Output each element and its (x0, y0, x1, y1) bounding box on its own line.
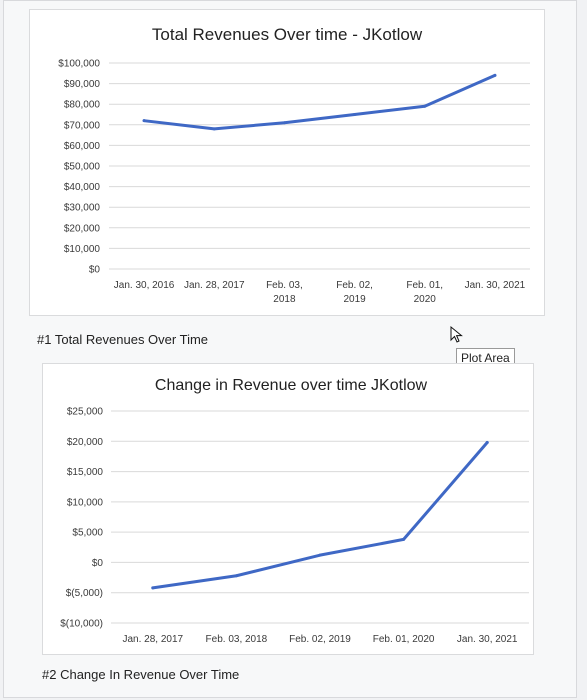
chart1-data-point (353, 113, 357, 116)
chart1-y-tick-label: $50,000 (64, 162, 101, 173)
chart-total-revenues[interactable]: Total Revenues Over time - JKotlow $0 $10,… (29, 9, 545, 316)
chart1-data-point (493, 73, 497, 77)
chart-change-in-revenue-svg: Change in Revenue over time JKotlow $(10,… (60, 377, 529, 645)
chart1-y-tick-label: $30,000 (64, 203, 101, 214)
chart2-caption: #2 Change In Revenue Over Time (42, 667, 240, 682)
chart2-data-point (318, 553, 322, 557)
chart2-y-tick-label: $0 (92, 558, 104, 569)
chart1-x-tick-label: 2018 (273, 294, 296, 305)
chart2-y-tick-label: $5,000 (72, 528, 103, 539)
chart1-x-tick-label: 2019 (343, 294, 366, 305)
chart-total-revenues-svg: Total Revenues Over time - JKotlow $0 $10,… (58, 25, 530, 305)
chart1-y-tick-label: $90,000 (64, 79, 101, 90)
chart2-y-tick-label: $20,000 (67, 437, 104, 448)
chart2-x-tick-label: Feb. 02, 2019 (289, 634, 351, 645)
chart1-y-tick-label: $60,000 (64, 141, 101, 152)
chart2-title: Change in Revenue over time JKotlow (155, 377, 428, 394)
chart1-title: Total Revenues Over time - JKotlow (152, 25, 423, 44)
chart1-data-point (282, 121, 286, 125)
document-page: Total Revenues Over time - JKotlow $0 $10,… (3, 0, 577, 698)
chart2-data-point (402, 537, 406, 541)
chart1-x-tick-label: Feb. 03, (266, 280, 303, 291)
chart-change-in-revenue[interactable]: Change in Revenue over time JKotlow $(10,… (42, 363, 534, 655)
chart2-data-point (234, 574, 238, 578)
chart1-data-point (142, 119, 146, 123)
chart1-x-tick-label: Jan. 30, 2016 (114, 280, 175, 291)
chart2-data-point (151, 586, 155, 590)
chart2-x-tick-label: Jan. 30, 2021 (457, 634, 518, 645)
chart1-data-point (212, 127, 216, 131)
chart1-y-tick-label: $100,000 (58, 59, 100, 70)
chart1-x-tick-label: 2020 (414, 294, 437, 305)
chart2-y-tick-label: $25,000 (67, 407, 104, 418)
chart1-x-tick-label: Jan. 28, 2017 (184, 280, 245, 291)
chart1-caption: #1 Total Revenues Over Time (37, 332, 209, 347)
chart1-y-tick-label: $10,000 (64, 244, 101, 255)
chart2-series-line (151, 440, 489, 590)
chart1-x-tick-label: Feb. 01, (406, 280, 443, 291)
chart1-x-tick-label: Feb. 02, (336, 280, 373, 291)
chart2-data-point (485, 440, 489, 444)
chart2-x-tick-label: Jan. 28, 2017 (122, 634, 183, 645)
chart1-y-tick-label: $20,000 (64, 223, 101, 234)
chart1-series-line (142, 73, 497, 131)
chart1-data-point (423, 104, 427, 108)
chart1-y-tick-label: $70,000 (64, 120, 101, 131)
chart2-y-tick-label: $(10,000) (60, 619, 103, 630)
chart2-x-tick-label: Feb. 01, 2020 (373, 634, 435, 645)
chart2-x-tick-label: Feb. 03, 2018 (206, 634, 268, 645)
chart2-y-tick-label: $(5,000) (66, 588, 103, 599)
chart1-y-tick-label: $0 (89, 265, 101, 276)
chart1-y-tick-label: $80,000 (64, 100, 101, 111)
chart1-y-tick-label: $40,000 (64, 182, 101, 193)
chart2-y-tick-label: $15,000 (67, 467, 104, 478)
chart1-x-tick-label: Jan. 30, 2021 (465, 280, 526, 291)
chart2-y-tick-label: $10,000 (67, 497, 104, 508)
